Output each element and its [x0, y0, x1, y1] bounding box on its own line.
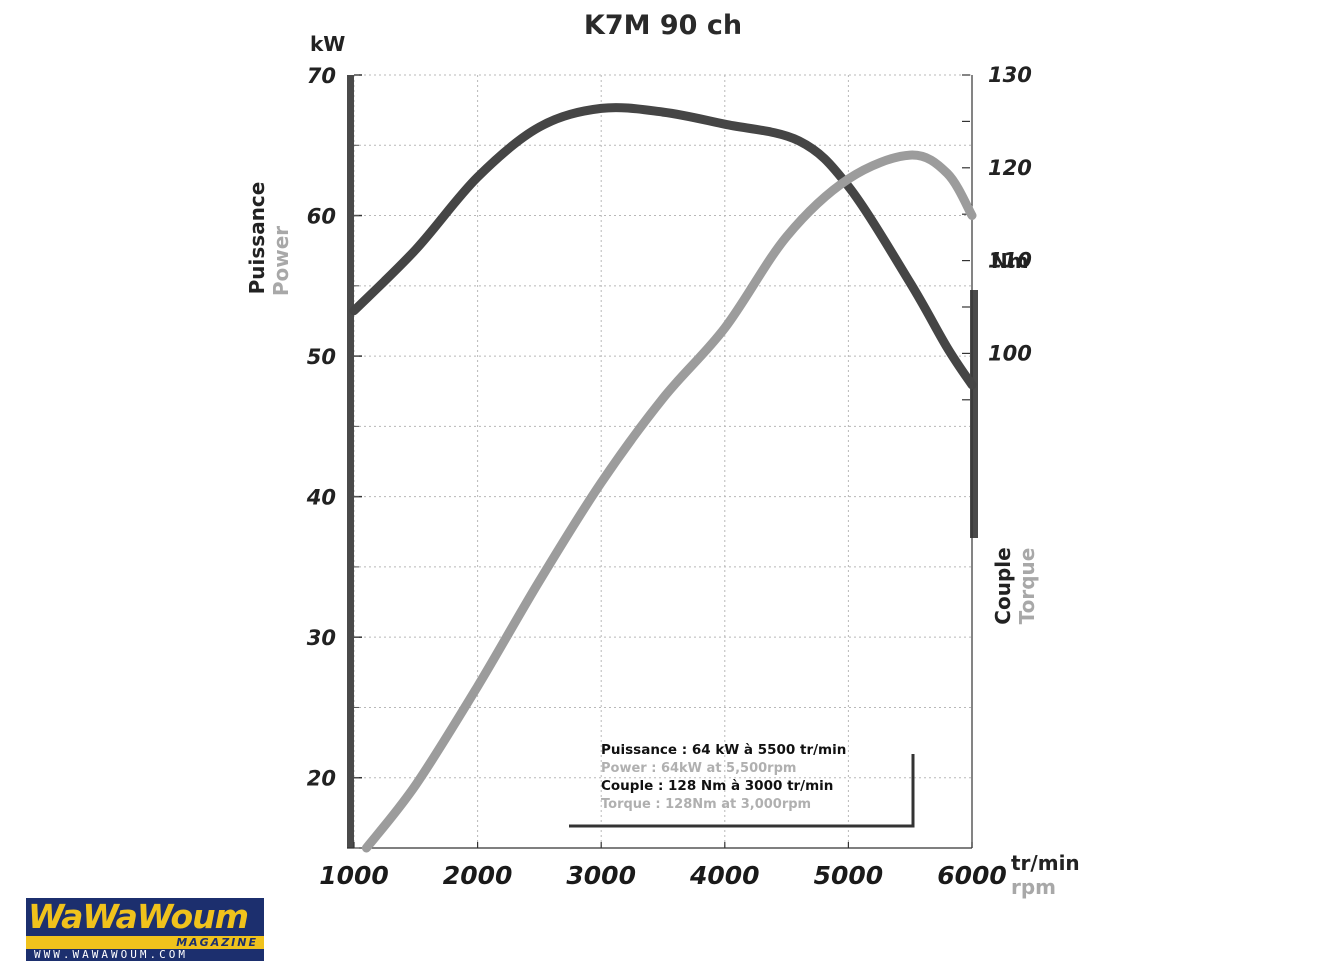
- chart-title: K7M 90 ch: [584, 10, 742, 41]
- torque-curve: [349, 103, 977, 390]
- annotation-power-en: Power : 64kW at 5,500rpm: [601, 761, 796, 776]
- series-layer: [349, 103, 977, 853]
- right-tick-label: 110: [988, 249, 1032, 273]
- x-tick-label: 3000: [566, 861, 636, 890]
- right-axis-bar: [970, 290, 978, 538]
- right-unit-label: Nm: [991, 249, 1029, 273]
- right-tick-label: 120: [988, 156, 1032, 180]
- left-tick-label: 20: [307, 767, 336, 791]
- x-tick-label: 2000: [443, 861, 513, 890]
- x-unit-primary: tr/min: [1011, 851, 1080, 875]
- left-axis-label-primary: Puissance: [245, 182, 269, 295]
- right-axis-label-primary: Couple: [991, 547, 1015, 624]
- right-ticks: 100 110 120 130: [962, 63, 1032, 401]
- left-tick-label: 40: [306, 486, 336, 510]
- x-tick-label: 6000: [937, 861, 1007, 890]
- annotation-bracket: [569, 754, 915, 828]
- right-axis-label-secondary: Torque: [1015, 548, 1039, 625]
- annotation-torque-fr: Couple : 128 Nm à 3000 tr/min: [601, 778, 833, 794]
- left-axis-label-secondary: Power: [269, 226, 293, 296]
- wawawoum-logo: WaWaWoum MAGAZINE WWW.WAWAWOUM.COM: [26, 898, 264, 961]
- left-tick-label: 70: [307, 64, 336, 88]
- left-unit-label: kW: [310, 32, 345, 56]
- x-tick-label: 1000: [319, 861, 389, 890]
- right-tick-label: 130: [988, 63, 1032, 87]
- logo-tagline: MAGAZINE: [26, 936, 264, 949]
- left-tick-label: 50: [307, 345, 336, 369]
- left-tick-label: 60: [307, 205, 336, 229]
- annotation-torque-en: Torque : 128Nm at 3,000rpm: [601, 797, 811, 812]
- logo-wordmark: WaWaWoum: [26, 898, 264, 936]
- x-tick-label: 4000: [689, 861, 760, 890]
- left-ticks: 20 30 40 50 60 70: [306, 64, 362, 849]
- right-tick-label: 100: [988, 341, 1032, 365]
- annotation-box: Puissance : 64 kW à 5500 tr/min Power : …: [569, 742, 915, 828]
- x-tick-label: 5000: [814, 861, 884, 890]
- annotation-power-fr: Puissance : 64 kW à 5500 tr/min: [601, 742, 846, 758]
- logo-url: WWW.WAWAWOUM.COM: [34, 948, 188, 961]
- x-ticks: 1000 2000 3000 4000 5000 6000: [319, 842, 1007, 890]
- left-axis-bar: [347, 75, 354, 848]
- power-curve: [361, 150, 977, 853]
- left-tick-label: 30: [307, 626, 336, 650]
- x-unit-secondary: rpm: [1011, 875, 1056, 899]
